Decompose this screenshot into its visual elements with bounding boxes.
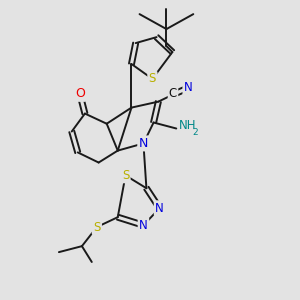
Text: 2: 2	[193, 128, 198, 136]
Text: S: S	[122, 169, 129, 182]
Text: S: S	[93, 220, 100, 233]
Text: N: N	[139, 219, 148, 232]
Text: O: O	[75, 87, 85, 101]
Text: C: C	[169, 87, 177, 100]
Text: N: N	[155, 202, 164, 215]
Text: S: S	[149, 72, 156, 86]
Text: N: N	[139, 137, 148, 150]
Text: N: N	[184, 81, 193, 94]
Text: NH: NH	[179, 119, 197, 132]
